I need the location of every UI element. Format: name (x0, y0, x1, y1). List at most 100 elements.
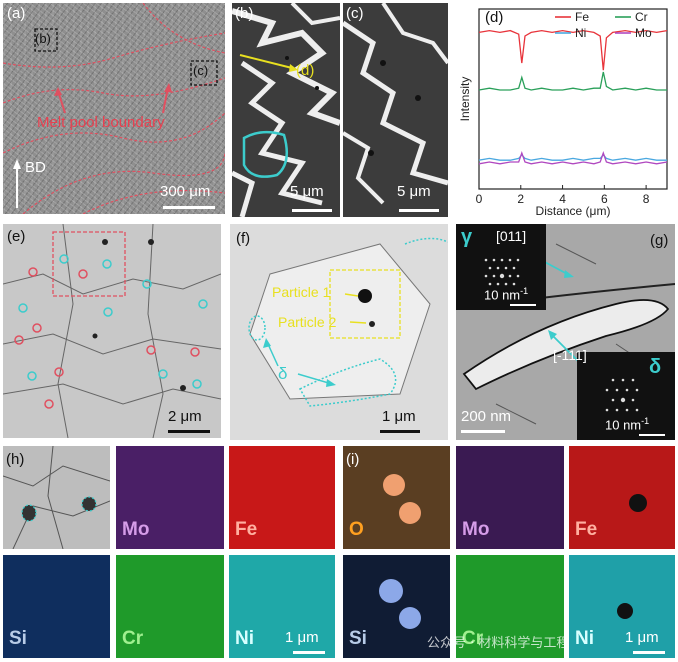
x-tick-label: 4 (559, 192, 566, 206)
h-ni-map: Ni 1 μm (229, 555, 335, 658)
panel-b-label: (b) (235, 5, 254, 22)
gamma-zone-axis: [011] (496, 228, 527, 244)
panel-a-scale-text: 300 μm (160, 183, 211, 200)
panel-g-scale-text: 200 nm (461, 408, 512, 425)
panel-g-label: (g) (650, 232, 669, 249)
h-ni-label: Ni (235, 628, 254, 649)
i-scalebar (633, 651, 665, 654)
panel-c-scalebar (399, 209, 439, 212)
i-mo-label: Mo (462, 519, 490, 540)
h-haadf-overlay (3, 446, 111, 550)
h-fe-map: Fe (229, 446, 335, 549)
panel-c-label: (c) (346, 5, 364, 22)
i-fe-particle (629, 494, 647, 512)
panel-b-sem-image: (b) (d) 5 μm (232, 3, 340, 217)
panel-c-overlay (343, 3, 448, 205)
legend-label-cr: Cr (635, 10, 648, 24)
i-si-particle-1 (379, 579, 403, 603)
y-axis-label: Intensity (458, 77, 472, 122)
x-tick-label: 8 (643, 192, 650, 206)
series-line-mo (478, 151, 668, 165)
panel-e-tem-image: (e) 2 μm (3, 224, 221, 438)
panel-a-optical-micrograph: (a) (b) (c) Melt pool boundary BD 300 μm (3, 3, 225, 214)
delta-symbol: δ (649, 356, 662, 378)
i-o-particle-1 (383, 474, 405, 496)
h-si-map: Si (3, 555, 110, 658)
delta-phase-label: δ (278, 364, 288, 383)
panel-d-line-profile: 0 2 4 6 8 Distance (μm) Intensity Fe Cr Ni Mo (d) (455, 3, 675, 219)
inset-c-marker: (c) (193, 63, 209, 78)
panel-d-label: (d) (485, 9, 504, 26)
i-o-particle-2 (399, 502, 421, 524)
panel-f-label: (f) (236, 230, 251, 247)
h-scale-text: 1 μm (285, 629, 319, 646)
i-cr-label: Cr (462, 628, 484, 649)
i-ni-map: Ni 1 μm (569, 555, 675, 658)
gamma-inset-scale: 10 nm-1 (484, 286, 529, 303)
panel-a-overlay (3, 3, 225, 214)
series-line-ni (478, 153, 667, 161)
panel-i-label: (i) (346, 451, 360, 468)
inset-b-marker: (b) (35, 31, 51, 46)
panel-e-scale-text: 2 μm (168, 408, 202, 425)
build-direction-label: BD (25, 159, 46, 176)
h-si-label: Si (9, 628, 27, 649)
panel-f-overlay (248, 237, 448, 407)
i-mo-map: Mo (456, 446, 564, 549)
panel-b-scalebar (292, 209, 332, 212)
panel-h-label: (h) (6, 451, 25, 468)
x-tick-label: 6 (601, 192, 608, 206)
panel-a-label: (a) (7, 5, 26, 22)
panel-c-scale-text: 5 μm (397, 183, 431, 200)
panel-h-eds-maps: (h) Mo Fe Si Cr Ni 1 μm (3, 446, 335, 658)
i-fe-label: Fe (575, 519, 598, 540)
watermark: 公众号 · 材料科学与工程 (427, 636, 570, 651)
panel-g-tem-image: γ [011] 10 nm-1 (g) [-111] δ 10 nm-1 200… (456, 224, 675, 440)
panel-i-eds-maps: (i) O Mo Fe Si Cr Ni 1 μm 公众号 · 材料科学与工程 (343, 446, 675, 658)
panel-e-overlay (3, 224, 221, 438)
gamma-inset-scalebar (510, 304, 536, 306)
h-mo-label: Mo (122, 519, 150, 540)
i-scale-text: 1 μm (625, 629, 659, 646)
h-cr-label: Cr (122, 628, 144, 649)
legend-label-ni: Ni (575, 26, 586, 40)
h-mo-map: Mo (116, 446, 224, 549)
h-haadf-tile: (h) (3, 446, 111, 550)
legend-label-fe: Fe (575, 10, 589, 24)
i-ni-particle (617, 603, 633, 619)
h-fe-label: Fe (235, 519, 258, 540)
h-scalebar (293, 651, 325, 654)
delta-inset-scale-value: 10 nm (605, 417, 642, 433)
delta-spot-pattern (605, 378, 639, 412)
panel-b-scale-text: 5 μm (290, 183, 324, 200)
i-si-label: Si (349, 628, 367, 649)
gamma-inset-scale-value: 10 nm (484, 287, 521, 303)
i-si-particle-2 (399, 607, 421, 629)
gamma-spot-pattern (484, 258, 520, 286)
delta-diffraction-inset: [-111] δ 10 nm-1 (553, 347, 675, 440)
series-line-fe (478, 29, 668, 71)
delta-zone-axis: [-111] (553, 347, 587, 363)
panel-g-scalebar (461, 430, 505, 433)
melt-pool-boundary-annotation: Melt pool boundary (37, 114, 165, 131)
panel-e-label: (e) (7, 228, 26, 245)
gamma-diffraction-inset: γ [011] 10 nm-1 (456, 224, 546, 310)
plot-frame (478, 8, 668, 190)
point-d-label: (d) (296, 62, 315, 79)
i-ni-label: Ni (575, 628, 594, 649)
x-axis-label: Distance (μm) (536, 204, 611, 218)
gamma-symbol: γ (461, 226, 473, 248)
panel-f-tem-image: (f) Particle 1 Particle 2 δ 1 μm (230, 224, 448, 440)
delta-inset-scalebar (639, 434, 665, 436)
series-line-cr (478, 71, 667, 91)
i-o-label: O (349, 519, 364, 540)
panel-f-scale-text: 1 μm (382, 408, 416, 425)
h-cr-map: Cr (116, 555, 224, 658)
legend-label-mo: Mo (635, 26, 652, 40)
panel-c-sem-image: (c) 5 μm (343, 3, 448, 217)
x-tick-label: 0 (476, 192, 483, 206)
panel-a-scalebar (163, 206, 215, 209)
x-tick-label: 2 (517, 192, 524, 206)
panel-e-scalebar (168, 430, 210, 433)
i-si-map: Si (343, 555, 450, 658)
